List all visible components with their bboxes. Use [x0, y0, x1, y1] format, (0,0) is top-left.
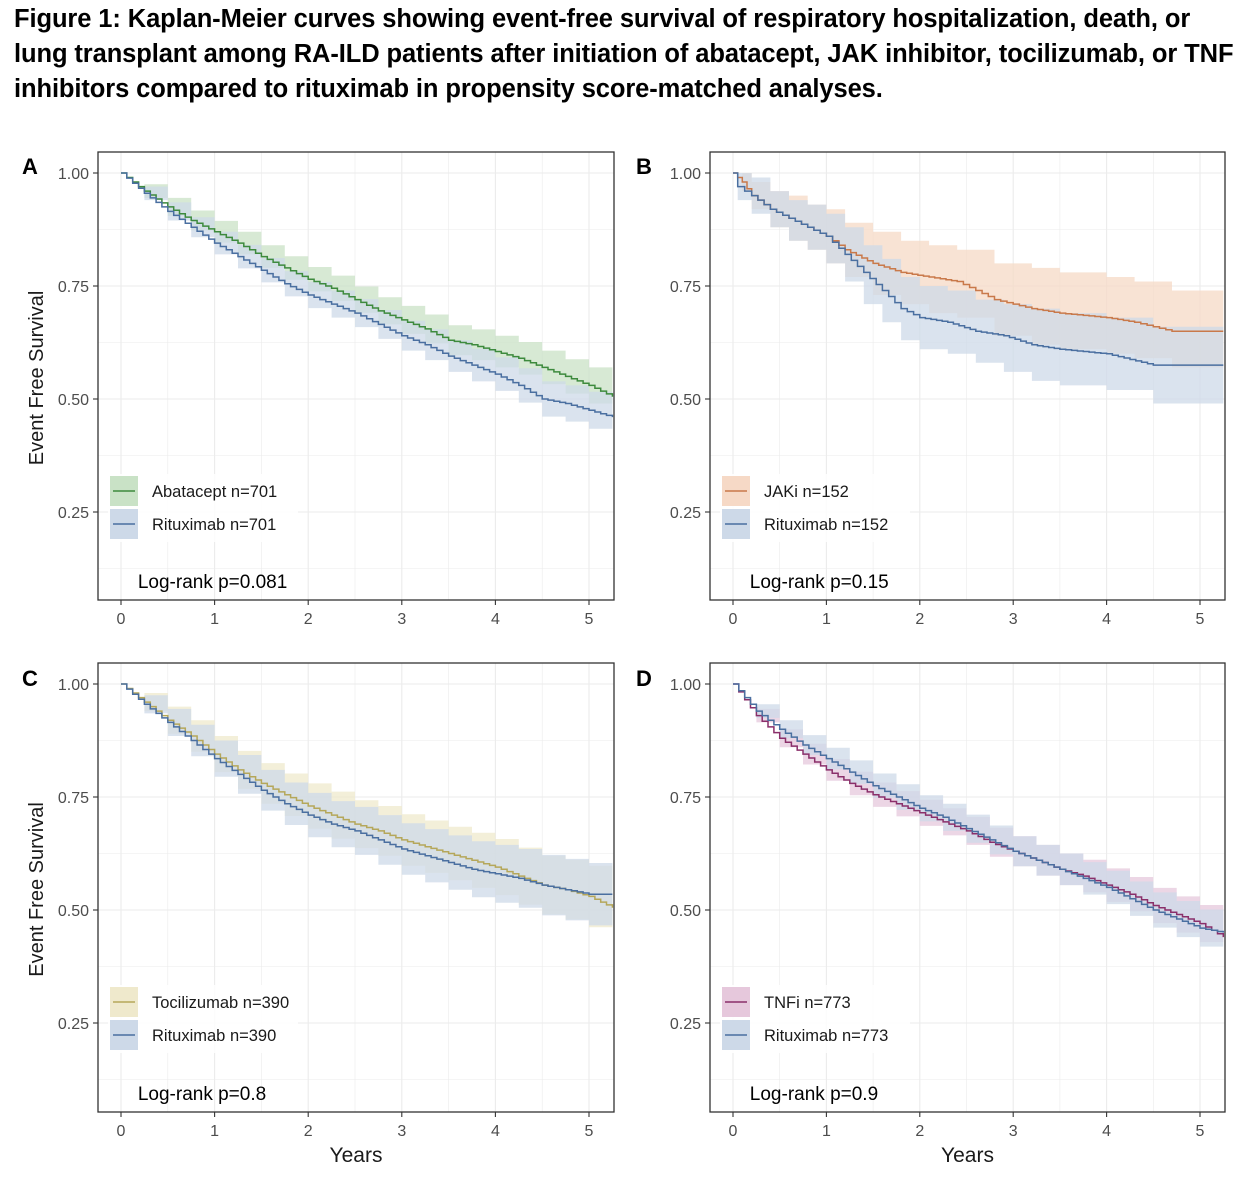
legend-label: Abatacept n=701 [152, 483, 277, 501]
x-tick-label: 5 [1196, 1123, 1205, 1140]
x-tick-label: 4 [1102, 1123, 1111, 1140]
legend-background [720, 474, 910, 542]
panel-label: A [22, 154, 38, 179]
panel-border [97, 662, 615, 1113]
y-tick-label: 0.25 [670, 1016, 701, 1033]
survival-curve-rituximab [733, 683, 1225, 933]
log-rank-annotation: Log-rank p=0.9 [750, 1084, 878, 1105]
gridlines [98, 663, 614, 1112]
panel-a: 0.25 0.50 0.75 1.00 0 1 2 3 4 5 A Event Free Surviv… [22, 151, 615, 628]
y-tick-label: 0.25 [670, 505, 701, 522]
x-tick-label: 0 [729, 611, 738, 628]
y-tick-label: 1.00 [670, 677, 701, 694]
x-tick-label: 5 [1196, 611, 1205, 628]
x-tick-label: 3 [1009, 611, 1018, 628]
y-tick-label: 0.50 [670, 903, 701, 920]
x-axis-label: Years [330, 1144, 383, 1167]
x-tick-label: 3 [397, 611, 406, 628]
legend-label: Tocilizumab n=390 [152, 994, 289, 1012]
legend-item: TNFi n=773 [722, 987, 851, 1017]
legend-label: Rituximab n=152 [764, 516, 888, 534]
x-tick-label: 5 [585, 1123, 594, 1140]
survival-curve-treatment [121, 683, 614, 908]
legend-item: Tocilizumab n=390 [110, 987, 289, 1017]
legend-label: Rituximab n=701 [152, 516, 276, 534]
legend-label: Rituximab n=390 [152, 1027, 276, 1045]
legend-background [720, 985, 910, 1053]
x-tick-label: 4 [1102, 611, 1111, 628]
confidence-band-rituximab [733, 173, 1224, 404]
legend-background [108, 985, 298, 1053]
x-tick-label: 2 [915, 611, 924, 628]
x-tick-label: 0 [729, 1123, 738, 1140]
y-tick-label: 0.50 [58, 903, 89, 920]
legend-item: Rituximab n=390 [110, 1020, 276, 1050]
x-tick-label: 4 [491, 1123, 500, 1140]
y-tick-label: 0.75 [58, 279, 89, 296]
panel-border [97, 151, 615, 601]
log-rank-annotation: Log-rank p=0.081 [138, 572, 287, 593]
panel-b: 0.25 0.50 0.75 1.00 0 1 2 3 4 5 B JAKi n=152 Rituxim… [636, 151, 1226, 628]
panel-border [709, 151, 1226, 601]
legend-item: Rituximab n=152 [722, 509, 888, 539]
plot-area [121, 172, 614, 437]
survival-curve-treatment [121, 172, 614, 397]
x-tick-label: 2 [304, 1123, 313, 1140]
y-axis-label: Event Free Survival [26, 291, 48, 466]
panel-label: D [636, 666, 652, 691]
legend-item: JAKi n=152 [722, 476, 849, 506]
legend-item: Rituximab n=701 [110, 509, 276, 539]
x-tick-label: 4 [491, 611, 500, 628]
legend-background [108, 474, 298, 542]
panel-label: B [636, 154, 652, 179]
y-tick-label: 0.75 [670, 790, 701, 807]
legend: TNFi n=773 Rituximab n=773 [720, 985, 910, 1053]
legend-label: JAKi n=152 [764, 483, 849, 501]
legend: JAKi n=152 Rituximab n=152 [720, 474, 910, 542]
y-tick-label: 1.00 [58, 677, 89, 694]
x-tick-label: 1 [210, 1123, 219, 1140]
legend: Abatacept n=701 Rituximab n=701 [108, 474, 298, 542]
legend-item: Rituximab n=773 [722, 1020, 888, 1050]
x-tick-label: 0 [117, 611, 126, 628]
plot-area [733, 683, 1225, 956]
y-tick-label: 1.00 [670, 166, 701, 183]
survival-curve-rituximab [121, 172, 614, 418]
legend-label: Rituximab n=773 [764, 1027, 888, 1045]
log-rank-annotation: Log-rank p=0.8 [138, 1084, 266, 1105]
survival-curve-rituximab [733, 172, 1224, 366]
x-tick-label: 2 [304, 611, 313, 628]
y-tick-label: 0.50 [58, 392, 89, 409]
x-tick-label: 0 [117, 1123, 126, 1140]
y-axis-label: Event Free Survival [26, 802, 48, 977]
x-tick-label: 1 [210, 611, 219, 628]
y-tick-label: 0.25 [58, 505, 89, 522]
y-tick-label: 1.00 [58, 166, 89, 183]
plot-area [733, 172, 1224, 404]
panel-d: 0.25 0.50 0.75 1.00 0 1 2 3 4 5 D Years TNFi n=773 Ri… [636, 662, 1226, 1167]
x-axis-label: Years [941, 1144, 994, 1167]
log-rank-annotation: Log-rank p=0.15 [750, 572, 889, 593]
x-tick-label: 1 [822, 1123, 831, 1140]
x-tick-label: 1 [822, 611, 831, 628]
panel-label: C [22, 666, 38, 691]
survival-curve-treatment [733, 683, 1225, 938]
legend-item: Abatacept n=701 [110, 476, 277, 506]
x-tick-label: 3 [1009, 1123, 1018, 1140]
panel-border [709, 662, 1226, 1113]
legend-label: TNFi n=773 [764, 994, 851, 1012]
x-tick-label: 5 [585, 611, 594, 628]
y-tick-label: 0.50 [670, 392, 701, 409]
x-tick-label: 3 [397, 1123, 406, 1140]
legend: Tocilizumab n=390 Rituximab n=390 [108, 985, 298, 1053]
survival-curve-rituximab [121, 683, 613, 895]
y-tick-label: 0.75 [58, 790, 89, 807]
y-tick-label: 0.25 [58, 1016, 89, 1033]
y-tick-label: 0.75 [670, 279, 701, 296]
figure-title: Figure 1: Kaplan-Meier curves showing ev… [14, 5, 1234, 103]
x-tick-label: 2 [915, 1123, 924, 1140]
panel-c: 0.25 0.50 0.75 1.00 0 1 2 3 4 5 C Event Free Surviv… [22, 662, 615, 1167]
plot-area [121, 683, 614, 928]
